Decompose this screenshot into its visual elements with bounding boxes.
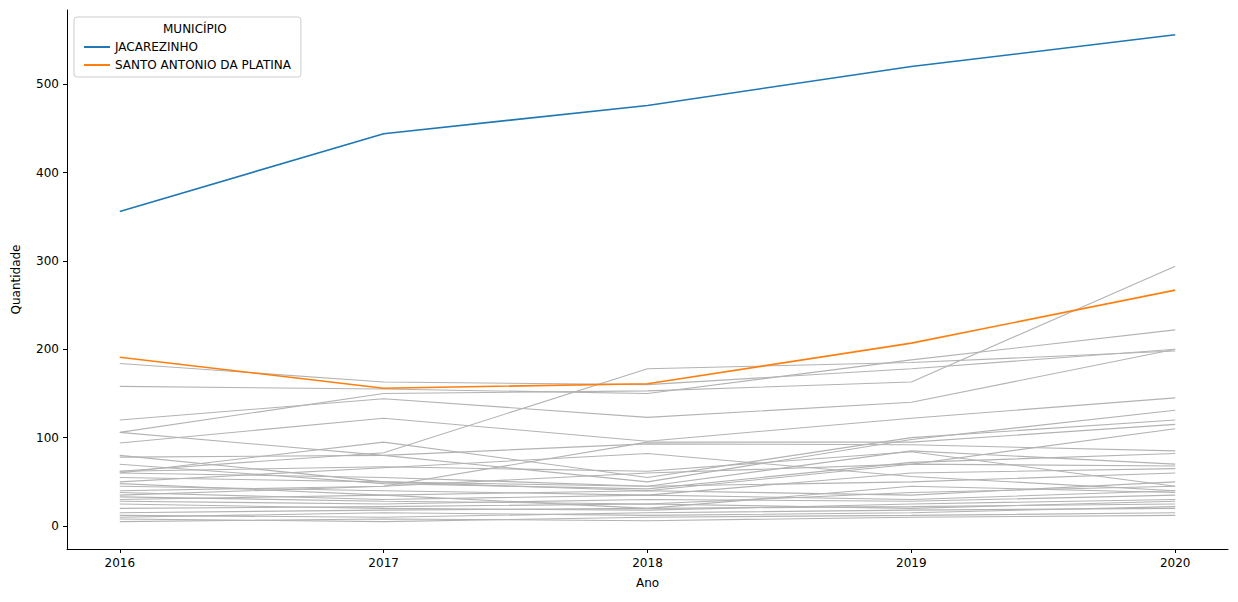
svg-text:MUNICÍPIO: MUNICÍPIO — [163, 21, 227, 36]
svg-text:Quantidade: Quantidade — [9, 244, 23, 314]
svg-text:2016: 2016 — [104, 556, 135, 570]
svg-text:300: 300 — [36, 254, 59, 268]
svg-text:JACAREZINHO: JACAREZINHO — [114, 40, 198, 54]
svg-text:500: 500 — [36, 77, 59, 91]
svg-text:Ano: Ano — [636, 576, 659, 590]
svg-text:400: 400 — [36, 166, 59, 180]
svg-text:2018: 2018 — [632, 556, 663, 570]
svg-text:SANTO ANTONIO DA PLATINA: SANTO ANTONIO DA PLATINA — [115, 58, 292, 72]
svg-text:2017: 2017 — [368, 556, 399, 570]
svg-text:2019: 2019 — [896, 556, 927, 570]
svg-text:100: 100 — [36, 431, 59, 445]
svg-text:200: 200 — [36, 342, 59, 356]
svg-text:0: 0 — [51, 519, 59, 533]
svg-text:2020: 2020 — [1160, 556, 1191, 570]
